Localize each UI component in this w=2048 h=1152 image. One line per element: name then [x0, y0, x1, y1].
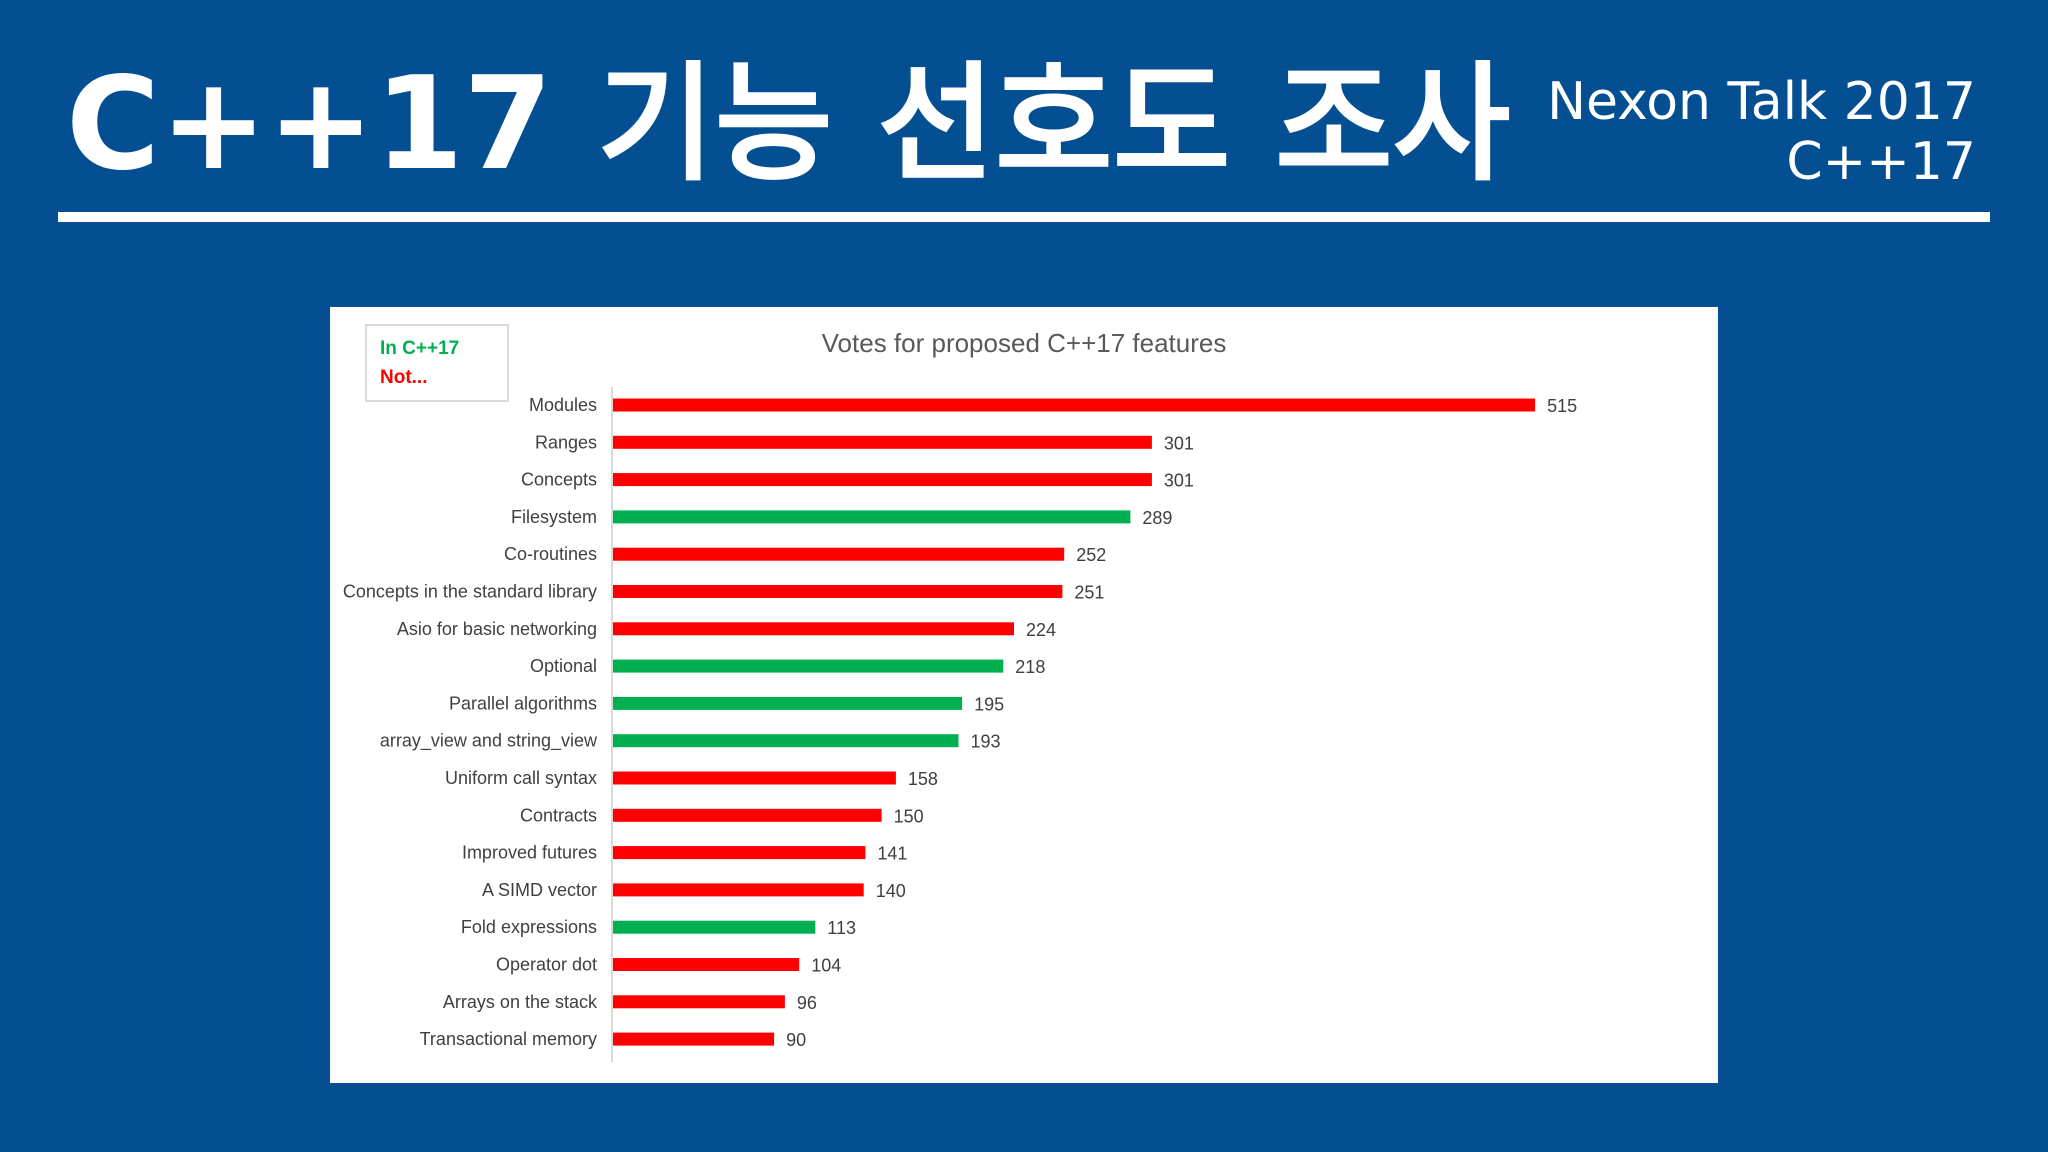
- bar-4: [613, 547, 1065, 561]
- bar-chart: In C++17 Not... Votes for proposed C++17…: [343, 324, 1577, 1062]
- legend-not-in-cpp17: Not...: [380, 367, 428, 388]
- category-label-4: Co-routines: [504, 544, 597, 564]
- value-label-1: 301: [1164, 433, 1194, 453]
- category-label-2: Concepts: [521, 470, 597, 490]
- bar-17: [613, 1032, 775, 1046]
- value-label-13: 140: [876, 881, 906, 901]
- category-label-17: Transactional memory: [420, 1029, 597, 1049]
- value-label-16: 96: [797, 993, 817, 1013]
- value-label-11: 150: [894, 806, 924, 826]
- slide-subtitle: Nexon Talk 2017 C++17: [1547, 72, 1976, 192]
- category-label-9: array_view and string_view: [380, 731, 598, 752]
- bar-5: [613, 585, 1063, 598]
- value-label-9: 193: [971, 732, 1001, 752]
- value-label-10: 158: [908, 769, 938, 789]
- bar-12: [613, 846, 866, 860]
- value-label-8: 195: [974, 694, 1004, 714]
- value-label-7: 218: [1015, 657, 1045, 677]
- subtitle-topic: C++17: [1786, 132, 1976, 192]
- legend-in-cpp17: In C++17: [380, 338, 459, 359]
- value-label-15: 104: [811, 956, 841, 976]
- bar-8: [613, 696, 963, 710]
- category-label-10: Uniform call syntax: [445, 768, 597, 788]
- category-label-1: Ranges: [535, 432, 597, 452]
- legend: In C++17 Not...: [365, 324, 509, 402]
- bar-2: [613, 473, 1152, 487]
- bar-3: [613, 510, 1131, 524]
- bar-7: [613, 659, 1004, 673]
- value-label-2: 301: [1164, 471, 1194, 491]
- subtitle-event: Nexon Talk 2017: [1547, 72, 1976, 132]
- value-label-4: 252: [1076, 545, 1106, 565]
- value-label-3: 289: [1142, 508, 1172, 528]
- category-label-12: Improved futures: [462, 843, 597, 863]
- bar-14: [613, 920, 816, 934]
- bar-6: [613, 622, 1014, 636]
- value-label-17: 90: [786, 1030, 806, 1050]
- legend-box: [365, 324, 509, 402]
- chart-panel: In C++17 Not... Votes for proposed C++17…: [330, 307, 1718, 1083]
- category-label-3: Filesystem: [511, 507, 597, 527]
- bar-1: [613, 435, 1152, 449]
- value-label-6: 224: [1026, 620, 1056, 640]
- bar-10: [613, 771, 896, 785]
- value-label-12: 141: [877, 844, 907, 864]
- value-label-14: 113: [827, 918, 856, 938]
- bar-0: [613, 398, 1536, 412]
- category-label-6: Asio for basic networking: [397, 619, 597, 639]
- category-label-5: Concepts in the standard library: [343, 582, 597, 602]
- category-label-16: Arrays on the stack: [443, 992, 598, 1012]
- slide-title: C++17 기능 선호도 조사: [66, 50, 1511, 199]
- bars-group: Modules 515 Ranges 301 Concepts 301 Filesystem…: [343, 395, 1577, 1050]
- category-label-11: Contracts: [520, 805, 597, 825]
- title-divider: [58, 212, 1990, 222]
- category-label-7: Optional: [530, 656, 597, 676]
- category-label-14: Fold expressions: [461, 917, 597, 937]
- bar-9: [613, 734, 959, 748]
- bar-11: [613, 808, 882, 822]
- bar-13: [613, 883, 864, 897]
- chart-title: Votes for proposed C++17 features: [822, 328, 1227, 358]
- bar-15: [613, 958, 800, 971]
- category-label-13: A SIMD vector: [482, 880, 597, 900]
- category-label-15: Operator dot: [496, 955, 597, 975]
- value-label-5: 251: [1074, 583, 1104, 603]
- category-label-8: Parallel algorithms: [449, 693, 597, 713]
- value-label-0: 515: [1547, 396, 1577, 416]
- category-label-0: Modules: [529, 395, 597, 415]
- bar-16: [613, 995, 785, 1009]
